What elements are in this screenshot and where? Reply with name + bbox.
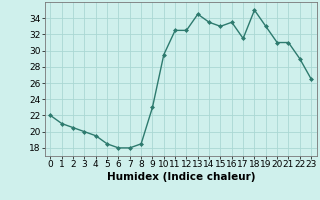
X-axis label: Humidex (Indice chaleur): Humidex (Indice chaleur) xyxy=(107,172,255,182)
